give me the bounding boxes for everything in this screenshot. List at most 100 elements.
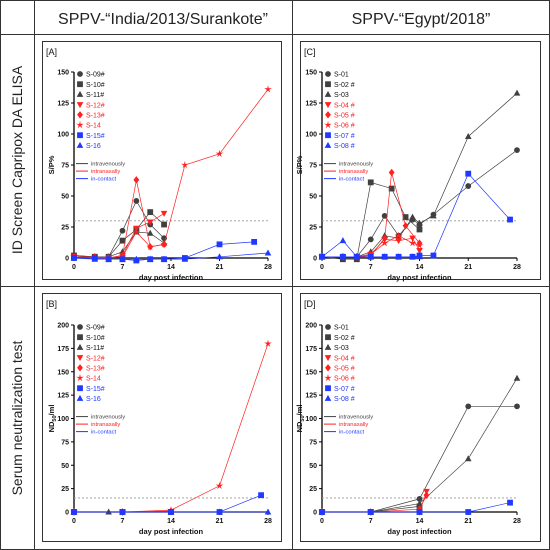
data-point bbox=[76, 141, 84, 148]
data-point bbox=[91, 255, 99, 262]
data-point bbox=[513, 89, 521, 96]
data-point bbox=[381, 212, 388, 219]
data-point bbox=[119, 508, 126, 515]
column-header: SPPV-“Egypt/2018” bbox=[352, 11, 491, 28]
data-point bbox=[146, 219, 154, 226]
data-point bbox=[215, 481, 224, 490]
legend-route: in-contact bbox=[91, 430, 117, 436]
data-point bbox=[324, 121, 332, 129]
data-point bbox=[416, 253, 423, 260]
x-tick-label: 21 bbox=[216, 518, 224, 525]
data-point bbox=[76, 374, 84, 382]
y-axis-label: ND50/ml bbox=[47, 405, 58, 433]
data-point bbox=[318, 508, 326, 515]
x-tick-label: 7 bbox=[369, 264, 373, 271]
y-tick-label: 75 bbox=[309, 163, 317, 170]
data-point bbox=[146, 255, 154, 262]
data-point bbox=[339, 253, 346, 260]
data-point bbox=[367, 179, 374, 186]
y-tick-label: 150 bbox=[57, 70, 69, 77]
legend-route: in-contact bbox=[339, 430, 365, 436]
x-axis-label: day post infection bbox=[139, 273, 204, 282]
data-point bbox=[77, 364, 83, 372]
x-tick-label: 0 bbox=[72, 264, 76, 271]
x-tick-label: 7 bbox=[121, 518, 125, 525]
legend-item: S-11# bbox=[86, 345, 104, 352]
y-tick-label: 100 bbox=[305, 132, 317, 139]
data-point bbox=[70, 254, 78, 261]
y-axis-label: ND50/ml bbox=[295, 405, 306, 433]
data-point bbox=[132, 227, 141, 236]
y-tick-label: 50 bbox=[61, 463, 69, 470]
y-tick-label: 50 bbox=[61, 194, 69, 201]
y-tick-label: 100 bbox=[57, 132, 69, 139]
data-point bbox=[381, 234, 388, 242]
legend-item: S-08 # bbox=[334, 143, 355, 150]
data-point bbox=[105, 508, 112, 515]
data-point bbox=[430, 212, 437, 219]
y-tick-label: 150 bbox=[305, 369, 317, 376]
data-point bbox=[465, 509, 472, 515]
legend-route: in-contact bbox=[91, 177, 117, 183]
y-tick-label: 25 bbox=[309, 486, 317, 493]
chart-panel: [D] 0 25 50 75 100 125 150 175 200 0 7 14 21 28 day pos… bbox=[295, 293, 541, 542]
data-point bbox=[76, 102, 84, 109]
legend-item: S-07 # bbox=[334, 133, 355, 140]
legend-item: S-06 # bbox=[334, 123, 355, 130]
data-point bbox=[258, 492, 264, 499]
data-point bbox=[367, 508, 375, 515]
legend-route: intravenously bbox=[339, 415, 373, 421]
y-tick-label: 125 bbox=[305, 101, 317, 108]
panels: [A] 0 25 50 75 100 125 150 0 7 14 21 28 day post infe… bbox=[42, 41, 541, 542]
data-point bbox=[216, 253, 223, 260]
y-tick-label: 175 bbox=[305, 346, 317, 353]
x-tick-label: 0 bbox=[320, 264, 324, 271]
data-point bbox=[416, 496, 423, 502]
data-point bbox=[402, 222, 409, 230]
y-tick-label: 125 bbox=[305, 393, 317, 400]
data-point bbox=[339, 237, 347, 244]
data-point bbox=[324, 343, 332, 350]
y-tick-label: 0 bbox=[313, 256, 317, 263]
x-tick-label: 28 bbox=[513, 264, 521, 271]
x-tick-label: 21 bbox=[464, 518, 472, 525]
legend-item: S-04 # bbox=[334, 102, 355, 109]
legend-item: S-11# bbox=[86, 92, 104, 99]
data-point bbox=[325, 324, 331, 330]
y-tick-label: 150 bbox=[57, 369, 69, 376]
data-point bbox=[77, 385, 83, 392]
data-point bbox=[402, 214, 409, 220]
data-point bbox=[465, 403, 472, 410]
data-point bbox=[367, 236, 374, 243]
y-tick-label: 75 bbox=[309, 439, 317, 446]
data-point bbox=[325, 71, 331, 77]
data-point bbox=[77, 132, 83, 139]
data-point bbox=[416, 500, 423, 507]
data-point bbox=[77, 81, 83, 88]
data-point bbox=[76, 121, 84, 129]
legend-item: S-09# bbox=[86, 72, 105, 79]
x-tick-label: 14 bbox=[167, 264, 175, 271]
data-point bbox=[416, 248, 423, 255]
data-point bbox=[105, 255, 112, 262]
legend-route: intranasally bbox=[91, 422, 120, 428]
data-point bbox=[133, 198, 140, 204]
data-point bbox=[318, 253, 326, 260]
data-point bbox=[388, 185, 395, 192]
legend-item: S-15# bbox=[86, 133, 105, 140]
x-tick-label: 7 bbox=[121, 264, 125, 271]
panel-label: [D] bbox=[304, 299, 316, 309]
y-tick-label: 25 bbox=[61, 225, 69, 232]
legend-item: S-07 # bbox=[334, 386, 355, 393]
x-tick-label: 21 bbox=[216, 264, 224, 271]
legend-item: S-10# bbox=[86, 82, 105, 89]
legend-route: intravenously bbox=[339, 162, 373, 168]
data-point bbox=[416, 508, 423, 515]
series-line bbox=[73, 89, 269, 259]
y-tick-label: 200 bbox=[57, 323, 69, 330]
data-point bbox=[76, 355, 84, 362]
data-point bbox=[146, 242, 155, 251]
data-point bbox=[325, 132, 331, 139]
y-tick-label: 50 bbox=[309, 463, 317, 470]
data-point bbox=[514, 403, 520, 410]
